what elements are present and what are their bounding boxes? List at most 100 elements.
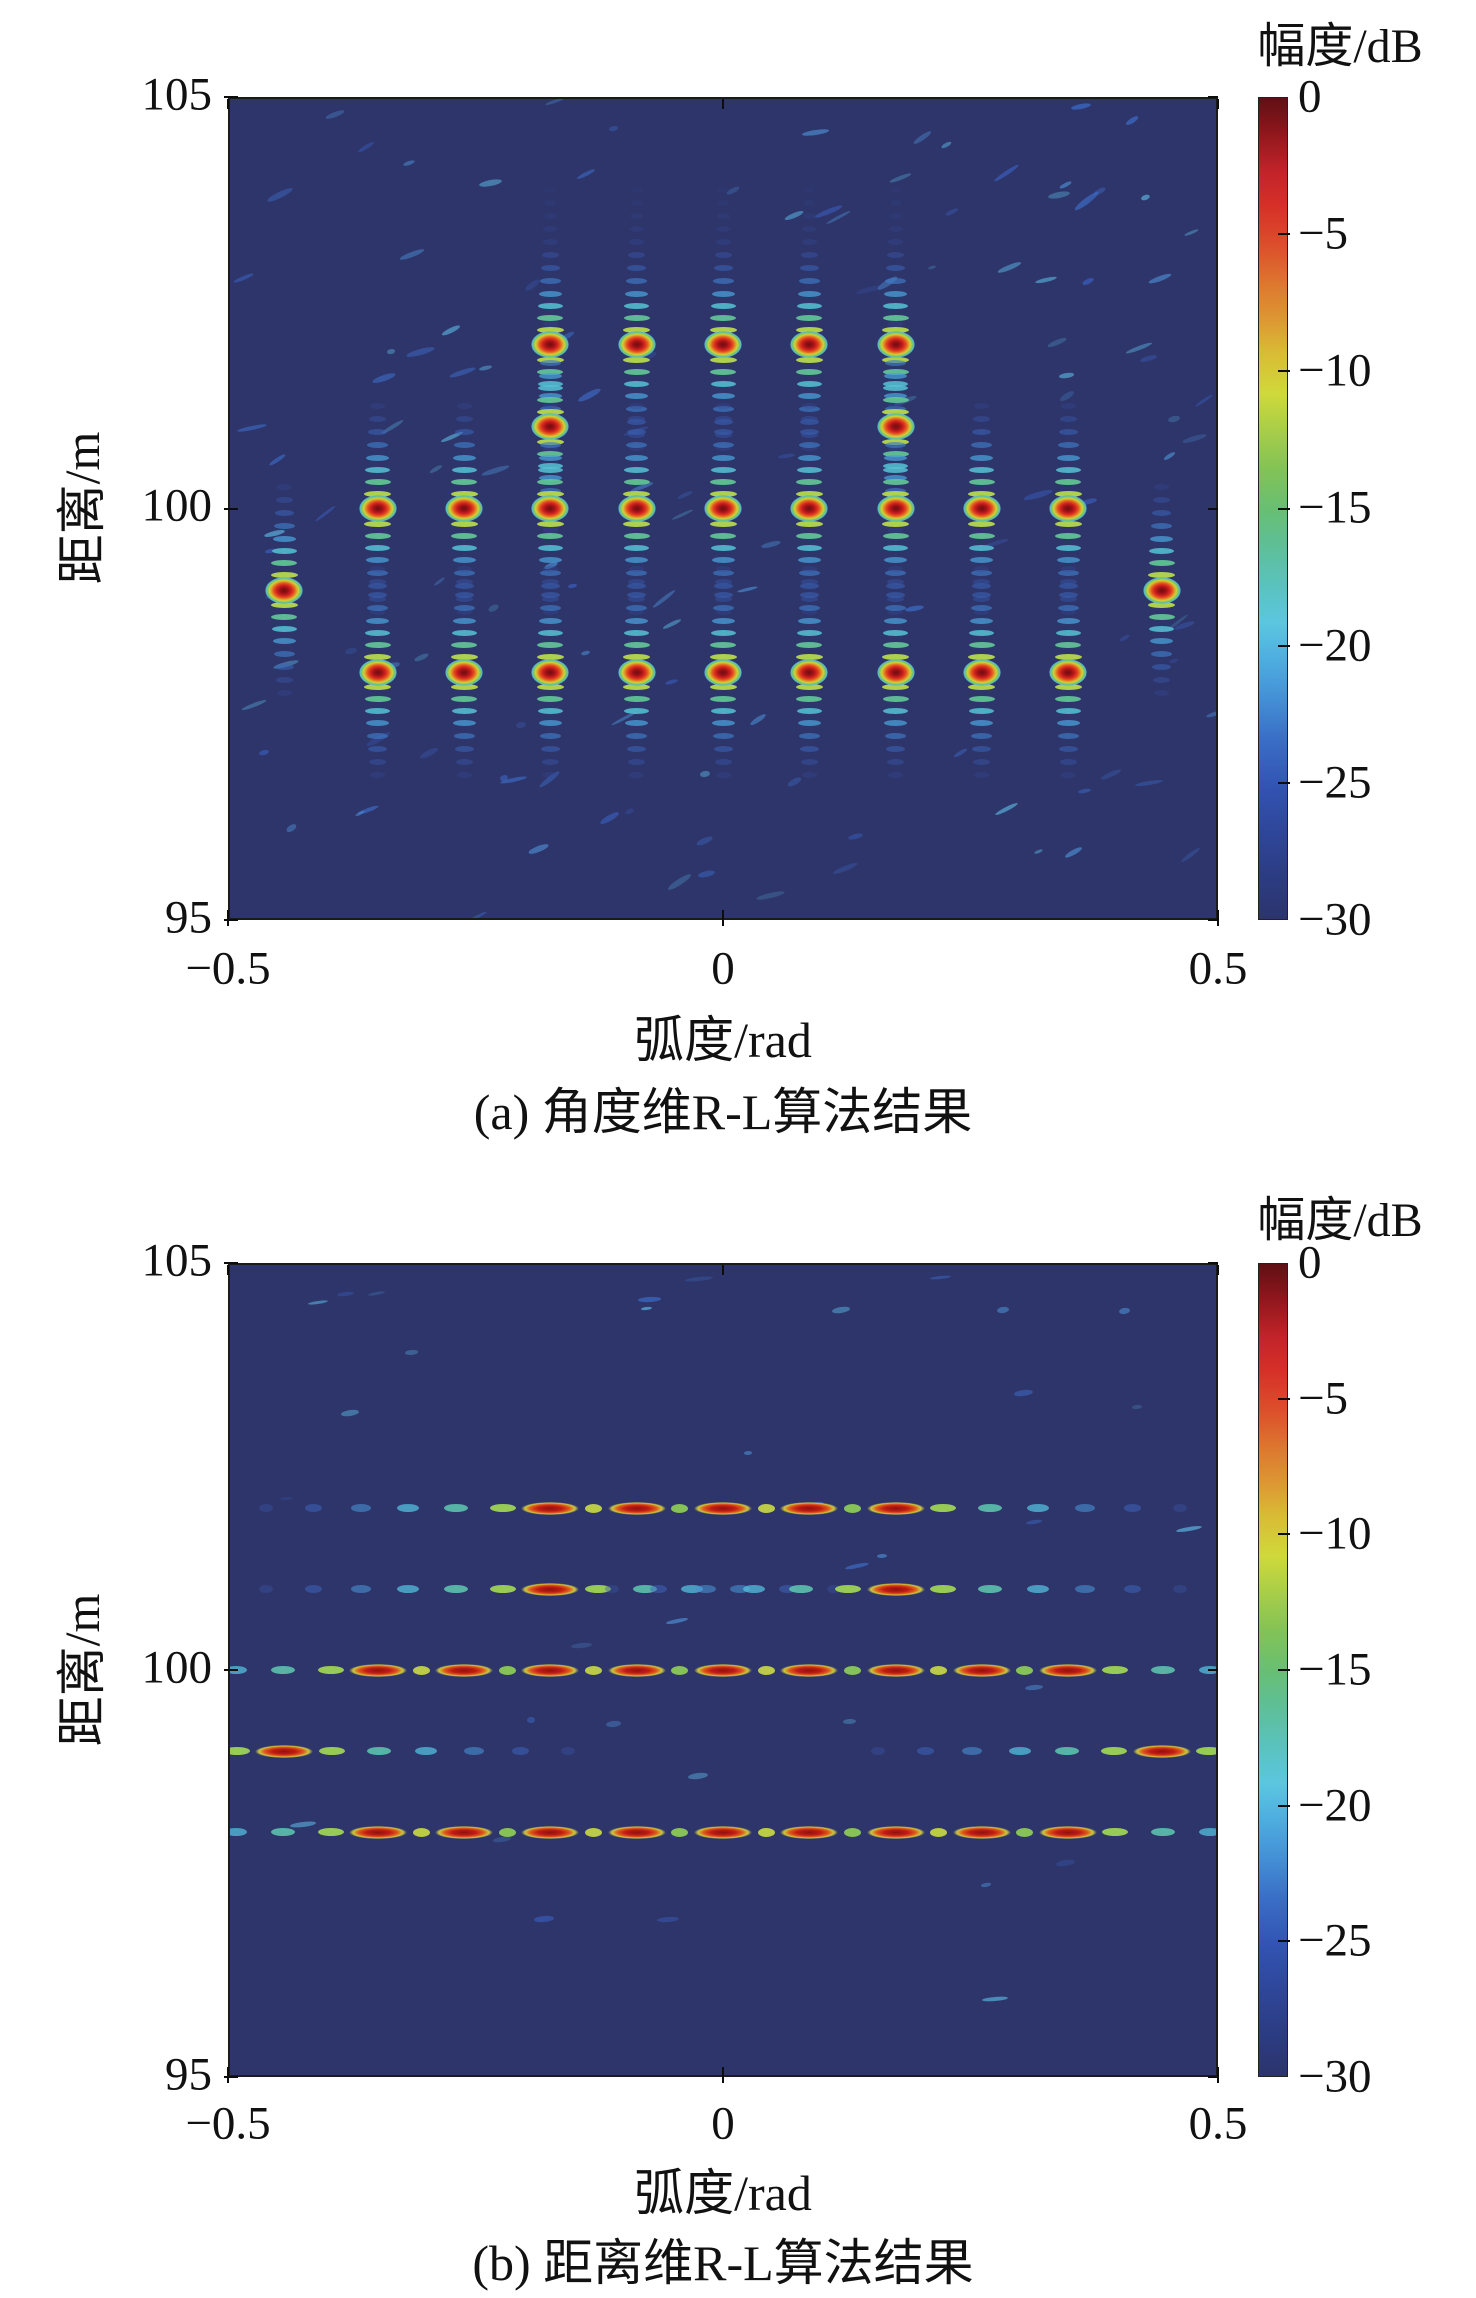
heat-dash xyxy=(536,684,564,691)
heat-dash xyxy=(370,566,386,573)
heat-dash xyxy=(1196,1747,1216,1755)
heat-dash xyxy=(802,212,816,219)
heat-dash xyxy=(624,466,650,473)
heat-dash xyxy=(629,402,645,409)
heat-dash xyxy=(272,638,296,645)
heat-dash xyxy=(624,380,650,387)
heat-dash xyxy=(537,532,564,539)
axis-tick-mark xyxy=(224,507,238,510)
heat-dash xyxy=(1055,642,1082,649)
heat-dash xyxy=(798,733,820,740)
heat-dash xyxy=(580,649,591,656)
heat-dash xyxy=(714,431,732,438)
heat-dash xyxy=(714,595,732,602)
heat-blob xyxy=(876,495,915,522)
heat-dash xyxy=(710,544,736,551)
heat-dash xyxy=(305,1585,323,1593)
heat-dash xyxy=(843,1665,861,1675)
heat-dash xyxy=(539,605,561,612)
heat-dash xyxy=(443,1585,468,1593)
heat-dash xyxy=(537,380,563,387)
heat-dash xyxy=(666,872,693,893)
heat-dash xyxy=(626,441,648,448)
heat-dash xyxy=(451,478,478,485)
heat-dash xyxy=(888,566,904,573)
heat-blob xyxy=(607,1825,666,1839)
heat-dash xyxy=(798,441,820,448)
heat-blob xyxy=(694,1501,752,1515)
heat-dash xyxy=(929,1504,956,1512)
heat-dash xyxy=(884,392,908,399)
heat-dash xyxy=(1125,340,1154,355)
heat-dash xyxy=(336,1290,354,1297)
heat-dash xyxy=(1063,845,1083,859)
heat-dash xyxy=(623,520,651,527)
heat-dash xyxy=(542,444,558,451)
heat-dash xyxy=(712,277,734,284)
heat-dash xyxy=(541,251,559,258)
heat-dash xyxy=(453,733,475,740)
heat-dash xyxy=(623,684,651,691)
heat-dash xyxy=(258,748,270,756)
heat-dash xyxy=(696,1585,717,1593)
heat-dash xyxy=(1074,1585,1095,1593)
heat-blob xyxy=(780,1501,839,1515)
heat-dash xyxy=(671,1827,689,1837)
heat-dash xyxy=(443,1504,468,1512)
heat-dash xyxy=(398,247,425,262)
heat-dash xyxy=(270,572,298,579)
heat-dash xyxy=(498,1827,516,1837)
heat-dash xyxy=(284,822,298,835)
heat-dash xyxy=(464,911,487,918)
heat-dash xyxy=(456,608,472,615)
heat-dash xyxy=(1059,579,1077,586)
heat-dash xyxy=(1148,614,1175,621)
heat-dash xyxy=(1123,1585,1141,1593)
heat-blob xyxy=(358,495,397,522)
heat-dash xyxy=(883,466,909,473)
heat-dash xyxy=(533,1914,554,1924)
heat-dash xyxy=(629,238,645,245)
heat-dash xyxy=(711,720,735,727)
heat-dash xyxy=(537,696,564,703)
heat-dash xyxy=(971,605,993,612)
heat-dash xyxy=(1099,768,1122,782)
heat-dash xyxy=(757,1827,775,1837)
heat-dash xyxy=(800,579,818,586)
heat-blob xyxy=(265,576,304,604)
heat-dash xyxy=(1154,484,1170,491)
heat-dash xyxy=(664,678,679,686)
heat-dash xyxy=(542,238,558,245)
heat-blob xyxy=(952,1825,1011,1839)
heat-dash xyxy=(538,290,562,297)
heat-dash xyxy=(883,384,909,391)
heat-blob xyxy=(790,495,829,522)
heat-dash xyxy=(798,405,820,412)
heat-dash xyxy=(1059,415,1077,422)
heat-dash xyxy=(968,490,996,497)
heat-dash xyxy=(576,167,597,181)
heat-dash xyxy=(542,402,558,409)
heat-dash xyxy=(1055,1747,1080,1755)
heat-dash xyxy=(276,690,292,697)
heat-dash xyxy=(627,582,647,589)
heat-dash xyxy=(630,199,643,206)
heat-dash xyxy=(1150,1828,1175,1836)
axis-tick-mark xyxy=(224,2076,238,2078)
heat-dash xyxy=(1060,772,1076,779)
heat-dash xyxy=(606,1720,622,1728)
heat-dash xyxy=(1132,1404,1143,1410)
heat-dash xyxy=(259,1504,274,1512)
heat-dash xyxy=(1058,592,1078,599)
heat-dash xyxy=(453,605,475,612)
heat-dash xyxy=(624,708,650,715)
heat-dash xyxy=(786,776,803,789)
heat-dash xyxy=(884,290,908,297)
cb-tick-a-m20: −20 xyxy=(1298,619,1372,672)
heat-dash xyxy=(884,474,908,481)
heat-dash xyxy=(480,463,511,478)
axis-tick-mark xyxy=(1217,2067,1219,2083)
heat-dash xyxy=(540,582,560,589)
heat-dash xyxy=(799,418,819,425)
heat-dash xyxy=(1055,696,1082,703)
